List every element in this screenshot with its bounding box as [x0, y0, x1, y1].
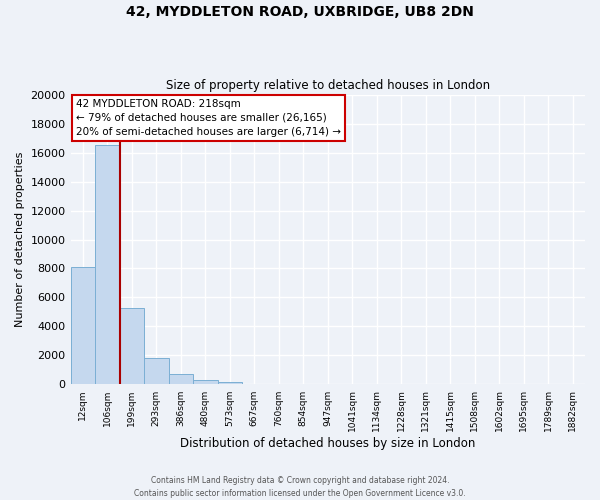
Bar — [71, 267, 95, 384]
X-axis label: Distribution of detached houses by size in London: Distribution of detached houses by size … — [180, 437, 475, 450]
Text: Contains HM Land Registry data © Crown copyright and database right 2024.
Contai: Contains HM Land Registry data © Crown c… — [134, 476, 466, 498]
Bar — [144, 358, 169, 384]
Bar — [169, 374, 193, 384]
Text: 42 MYDDLETON ROAD: 218sqm
← 79% of detached houses are smaller (26,165)
20% of s: 42 MYDDLETON ROAD: 218sqm ← 79% of detac… — [76, 99, 341, 137]
Bar — [119, 308, 144, 384]
Bar — [95, 146, 119, 384]
Y-axis label: Number of detached properties: Number of detached properties — [15, 152, 25, 327]
Bar — [193, 380, 218, 384]
Text: 42, MYDDLETON ROAD, UXBRIDGE, UB8 2DN: 42, MYDDLETON ROAD, UXBRIDGE, UB8 2DN — [126, 5, 474, 19]
Title: Size of property relative to detached houses in London: Size of property relative to detached ho… — [166, 79, 490, 92]
Bar — [218, 382, 242, 384]
